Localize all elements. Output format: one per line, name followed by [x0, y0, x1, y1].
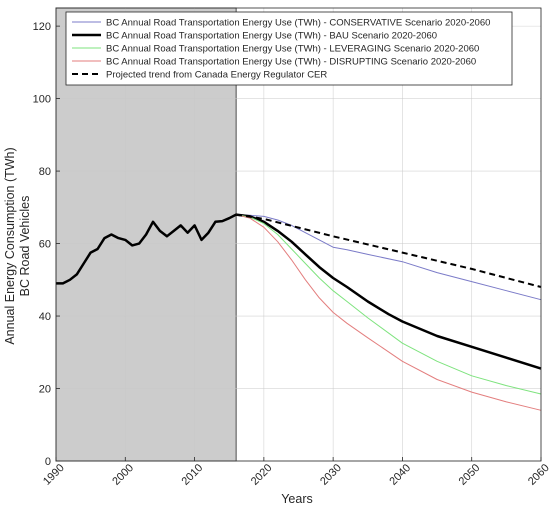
- y-tick-label: 20: [39, 384, 51, 396]
- y-tick-label: 120: [33, 21, 51, 33]
- y-axis-label-line-1: Annual Energy Consumption (TWh): [3, 147, 17, 344]
- legend-label-2: BC Annual Road Transportation Energy Use…: [106, 44, 479, 55]
- legend-label-0: BC Annual Road Transportation Energy Use…: [106, 18, 490, 29]
- series-line-2: [236, 214, 542, 395]
- axes-frame: [55, 7, 542, 462]
- series-line-3: [235, 214, 542, 411]
- series-line-1: [56, 213, 542, 370]
- y-tick-label: 0: [45, 456, 51, 468]
- legend-label-3: BC Annual Road Transportation Energy Use…: [106, 57, 476, 68]
- legend: BC Annual Road Transportation Energy Use…: [65, 11, 513, 86]
- y-tick-label: 60: [39, 239, 51, 251]
- series-line-4: [235, 213, 542, 288]
- x-axis-label: Years: [281, 492, 313, 506]
- legend-label-1: BC Annual Road Transportation Energy Use…: [106, 31, 437, 42]
- legend-label-4: Projected trend from Canada Energy Regul…: [106, 70, 327, 81]
- y-tick-label: 100: [33, 94, 51, 106]
- y-tick-label: 40: [39, 311, 51, 323]
- legend-box: [65, 11, 513, 86]
- y-tick-label: 80: [39, 166, 51, 178]
- y-axis-label-line-2: BC Road Vehicles: [18, 196, 32, 297]
